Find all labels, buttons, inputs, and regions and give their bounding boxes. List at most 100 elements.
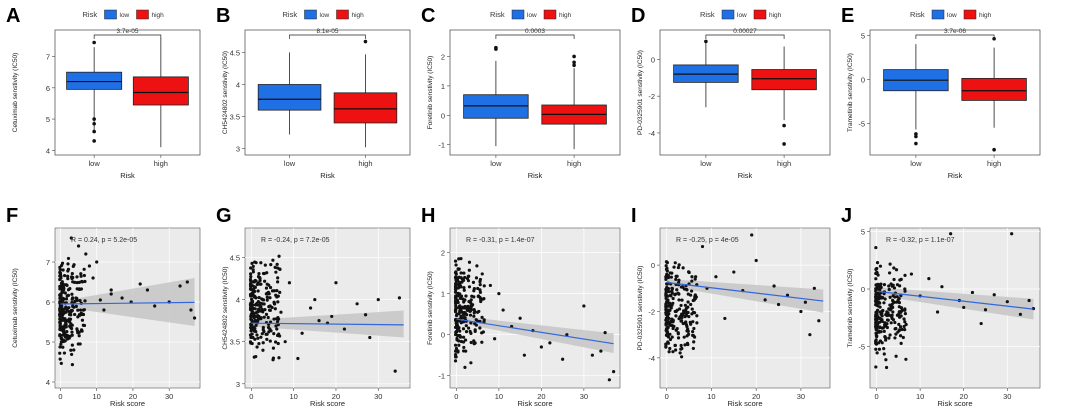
scatter-point (276, 341, 280, 346)
scatter-point (875, 260, 880, 265)
scatter-point (78, 308, 83, 312)
scatter-point (664, 294, 668, 298)
scatter-point (684, 320, 688, 324)
scatter-point (691, 330, 695, 334)
panel-letter: E (841, 5, 854, 27)
y-tick-label: 6 (46, 84, 50, 93)
scatter-point (472, 314, 476, 318)
scatter-point (109, 288, 113, 292)
scatter-point (677, 307, 682, 311)
scatter-point (95, 260, 99, 264)
y-axis-title: CH5424802 senstivity (IC50) (222, 51, 229, 134)
legend-label: high (559, 12, 572, 19)
scatter-point (260, 332, 264, 336)
scatter-point (454, 263, 458, 267)
scatter-point (69, 326, 74, 331)
scatter-point (664, 304, 668, 308)
scatter-point (61, 268, 65, 272)
scatter-point (478, 283, 482, 287)
scatter-point (935, 310, 940, 314)
scatter-point (266, 315, 270, 320)
scatter-panel-I: I -4 -2 0 PD-0325901 senstivity (IC50) Risk s… (631, 205, 831, 406)
scatter-point (887, 287, 891, 292)
scatter-point (248, 306, 253, 310)
scatter-point (879, 318, 883, 322)
plot-area (664, 233, 824, 359)
scatter-point (548, 341, 552, 345)
scatter-point (897, 312, 901, 316)
scatter-point (897, 301, 902, 305)
scatter-point (61, 284, 66, 288)
scatter-point (874, 339, 878, 343)
scatter-point (265, 337, 269, 341)
scatter-point (695, 314, 699, 318)
scatter-point (694, 275, 698, 279)
scatter-point (476, 294, 481, 298)
scatter-point (273, 340, 278, 344)
scatter-point (882, 283, 887, 287)
scatter-point (251, 270, 256, 274)
scatter-point (63, 335, 68, 339)
scatter-point (478, 277, 483, 282)
legend-swatch (336, 9, 349, 20)
scatter-point (672, 265, 676, 269)
scatter-point (255, 333, 259, 337)
scatter-point (259, 301, 263, 305)
legend-swatch (753, 9, 767, 20)
scatter-point (254, 354, 258, 359)
y-tick-label: 3.5 (230, 113, 240, 122)
scatter-point (903, 327, 907, 332)
scatter-point (453, 300, 458, 305)
scatter-point (665, 330, 669, 334)
scatter-point (874, 277, 878, 281)
scatter-point (887, 271, 892, 275)
scatter-point (83, 279, 87, 284)
scatter-point (253, 289, 257, 294)
scatter-point (889, 307, 893, 311)
scatter-point (82, 323, 87, 328)
scatter-point (268, 327, 272, 331)
scatter-point (474, 323, 478, 327)
x-tick-label: 30 (797, 392, 805, 401)
scatter-point (670, 335, 674, 339)
scatter-point (65, 330, 69, 334)
scatter-point (69, 313, 73, 317)
scatter-point (70, 297, 74, 301)
scatter-point (250, 261, 254, 265)
scatter-point (895, 283, 900, 287)
significance-bracket (705, 34, 785, 39)
scatter-point (458, 329, 462, 333)
scatter-point (69, 322, 73, 326)
scatter-point (669, 323, 673, 327)
scatter-point (268, 339, 272, 343)
scatter-point (475, 310, 480, 314)
scatter-point (565, 333, 569, 337)
scatter-point (274, 324, 278, 328)
y-axis-title: PD-0325901 senstivity (IC50) (637, 50, 644, 135)
scatter-point (267, 304, 271, 309)
scatter-point (355, 302, 359, 306)
scatter-point (254, 323, 258, 328)
scatter-point (453, 355, 458, 359)
legend-label: low (947, 12, 957, 19)
scatter-point (271, 358, 275, 362)
scatter-point (472, 339, 476, 343)
scatter-point (274, 270, 278, 274)
p-value-label: 3.7e-06 (944, 28, 966, 35)
scatter-point (77, 334, 81, 338)
scatter-point (882, 329, 886, 333)
scatter-point (714, 275, 718, 279)
scatter-point (76, 342, 80, 346)
scatter-point (677, 263, 681, 267)
scatter-point (75, 296, 79, 301)
scatter-point (874, 326, 878, 330)
scatter-point (268, 296, 272, 300)
x-axis-title: Risk score (937, 399, 972, 406)
scatter-point (185, 280, 189, 284)
scatter-point (590, 353, 594, 357)
scatter-point (72, 305, 76, 309)
panel-letter: I (631, 205, 637, 227)
scatter-point (70, 271, 74, 276)
scatter-point (64, 297, 69, 301)
scatter-point (256, 336, 260, 340)
